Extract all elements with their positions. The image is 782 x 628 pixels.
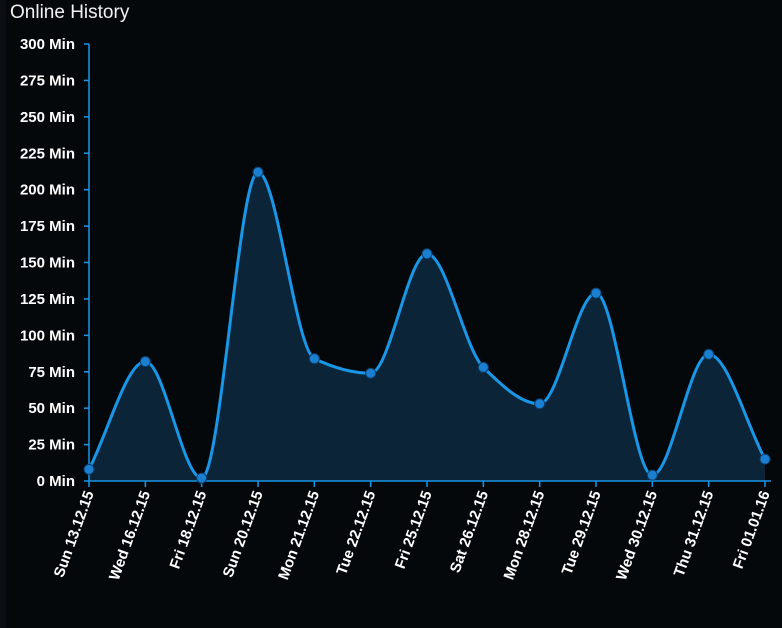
y-tick-label: 250 Min [20,109,75,126]
y-tick-label: 150 Min [20,255,75,272]
y-tick-label: 100 Min [20,327,75,344]
y-tick-label: 300 Min [20,36,75,53]
x-tick-label: Sat 26.12.15 [447,489,492,576]
x-tick-label: Mon 21.12.15 [275,489,323,583]
area-fill [89,172,765,481]
x-tick-label: Sun 20.12.15 [220,489,267,580]
chart-title: Online History [10,2,130,23]
y-tick-label: 175 Min [20,218,75,235]
x-tick-label: Fri 18.12.15 [166,489,210,572]
y-tick-label: 50 Min [28,400,75,417]
data-point[interactable] [83,463,95,475]
data-point[interactable] [590,287,602,299]
x-tick-label: Fri 01.01.16 [730,489,774,572]
x-tick-label: Tue 29.12.15 [559,489,605,578]
data-point[interactable] [534,398,546,410]
y-tick-label: 200 Min [20,182,75,199]
data-point[interactable] [365,367,377,379]
left-edge-strip [0,0,6,628]
x-tick-label: Wed 16.12.15 [106,489,154,583]
x-tick-label: Thu 31.12.15 [671,489,718,579]
data-point[interactable] [646,469,658,481]
data-point[interactable] [759,453,771,465]
x-tick-label: Wed 30.12.15 [613,489,661,583]
y-tick-label: 275 Min [20,72,75,89]
data-point[interactable] [477,361,489,373]
data-point[interactable] [252,166,264,178]
data-point[interactable] [421,248,433,260]
y-tick-label: 25 Min [28,437,75,454]
data-point[interactable] [703,348,715,360]
y-tick-label: 75 Min [28,364,75,381]
data-point[interactable] [196,472,208,484]
data-point[interactable] [139,356,151,368]
x-tick-label: Mon 28.12.15 [501,489,549,583]
data-point[interactable] [308,353,320,365]
x-tick-label: Sun 13.12.15 [51,489,98,580]
x-tick-label: Fri 25.12.15 [392,489,436,572]
y-tick-label: 0 Min [37,473,75,490]
y-tick-label: 225 Min [20,145,75,162]
x-tick-label: Tue 22.12.15 [333,489,379,578]
y-tick-label: 125 Min [20,291,75,308]
